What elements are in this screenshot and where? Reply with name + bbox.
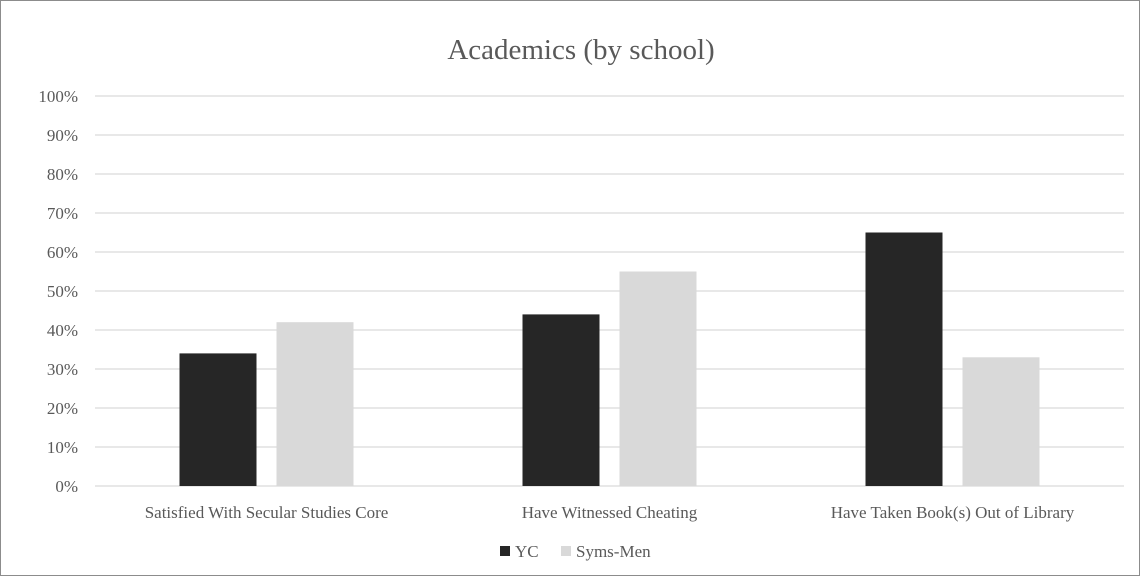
bar-syms-men-1 (619, 271, 697, 486)
bar-yc-2 (865, 232, 943, 486)
y-tick-label: 60% (47, 243, 78, 262)
y-axis-tick-labels: 0% 10% 20% 30% 40% 50% 60% 70% 80% 90% 100% (38, 87, 78, 496)
y-tick-label: 100% (38, 87, 78, 106)
y-tick-label: 80% (47, 165, 78, 184)
chart-title: Academics (by school) (447, 34, 714, 66)
y-tick-label: 90% (47, 126, 78, 145)
legend-swatch-syms-men (561, 546, 571, 556)
y-tick-label: 20% (47, 399, 78, 418)
gridlines (95, 95, 1124, 487)
y-tick-label: 70% (47, 204, 78, 223)
x-category-label: Satisfied With Secular Studies Core (145, 503, 389, 522)
x-axis-category-labels: Satisfied With Secular Studies Core Have … (145, 503, 1075, 522)
y-tick-label: 30% (47, 360, 78, 379)
legend-label: YC (515, 542, 539, 561)
y-tick-label: 10% (47, 438, 78, 457)
bar-yc-0 (179, 353, 257, 486)
y-tick-label: 50% (47, 282, 78, 301)
bar-yc-1 (522, 314, 600, 486)
legend: YC Syms-Men (500, 542, 651, 561)
bars (179, 232, 1040, 486)
bar-syms-men-2 (962, 357, 1040, 486)
bar-syms-men-0 (276, 322, 354, 486)
x-category-label: Have Witnessed Cheating (522, 503, 698, 522)
legend-label: Syms-Men (576, 542, 651, 561)
y-tick-label: 40% (47, 321, 78, 340)
legend-swatch-yc (500, 546, 510, 556)
y-tick-label: 0% (55, 477, 78, 496)
x-category-label: Have Taken Book(s) Out of Library (831, 503, 1075, 522)
